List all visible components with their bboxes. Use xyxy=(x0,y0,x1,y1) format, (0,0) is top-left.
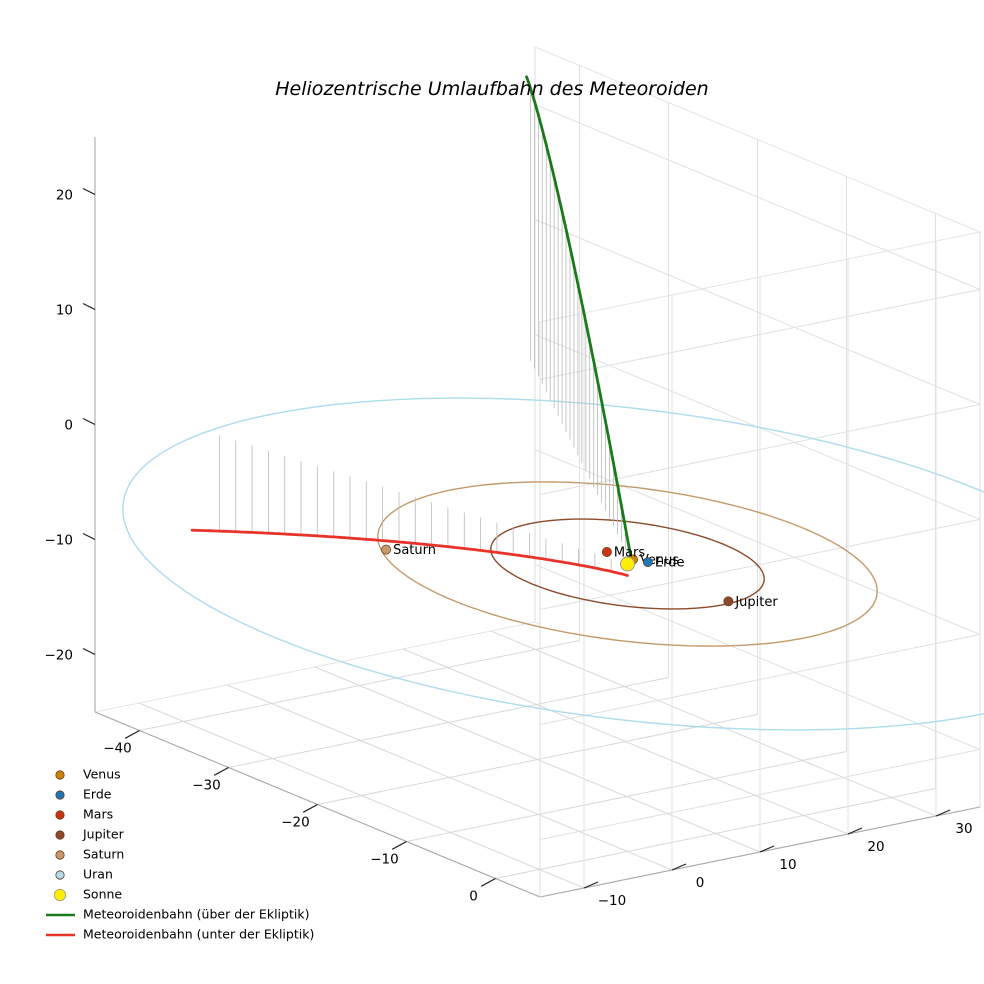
legend-label: Uran xyxy=(83,867,113,882)
tick-label-x: −30 xyxy=(192,778,221,794)
tick-label-z: 10 xyxy=(56,303,73,319)
planet-label-mars: Mars xyxy=(614,545,646,560)
grid-line xyxy=(539,519,981,610)
tick-label-y: −10 xyxy=(598,893,627,909)
legend-marker-erde xyxy=(55,790,65,800)
tick-label-x: −20 xyxy=(281,815,310,831)
legend: Venus Erde Mars Jupiter Saturn Uran Sonne Meteo… xyxy=(46,767,314,942)
planet-label-erde: Erde xyxy=(655,556,685,571)
grid-line xyxy=(490,630,937,817)
tick-label-y: 0 xyxy=(696,875,705,891)
planet-orbits xyxy=(122,397,984,731)
tick-mark-z xyxy=(82,417,96,426)
tick-label-z: 0 xyxy=(64,418,73,434)
tick-mark-x xyxy=(480,877,496,887)
trajectory-stems xyxy=(530,88,626,550)
legend-label: Meteoroidenbahn (über der Ekliptik) xyxy=(83,907,309,922)
grid-line xyxy=(539,289,981,380)
trajectory-below-ecliptic[interactable] xyxy=(190,528,629,577)
tick-mark-z xyxy=(82,647,96,656)
legend-marker-jupiter xyxy=(55,830,65,840)
tick-mark-x xyxy=(213,766,229,776)
tick-mark-z xyxy=(82,532,96,541)
legend-label: Mars xyxy=(83,807,113,822)
grid-line xyxy=(539,749,981,840)
planet-marker-jupiter[interactable] xyxy=(723,596,734,607)
tick-label-z: −10 xyxy=(45,533,74,549)
grid-line xyxy=(314,666,761,853)
legend-label: Erde xyxy=(83,787,112,802)
planet-marker-erde[interactable] xyxy=(642,557,653,568)
tick-mark-y xyxy=(935,809,951,817)
tick-mark-y xyxy=(847,827,863,835)
legend-marker-saturn xyxy=(55,850,65,860)
grid-line xyxy=(539,634,981,725)
legend-marker-sonne xyxy=(53,888,67,902)
grid-line xyxy=(226,684,673,871)
tick-label-x: −10 xyxy=(370,852,399,868)
tick-mark-x xyxy=(302,803,318,813)
grid-line xyxy=(402,648,849,835)
planet-marker-sonne[interactable] xyxy=(620,556,635,572)
tick-mark-x xyxy=(124,729,140,739)
planet-marker-mars[interactable] xyxy=(601,547,612,557)
tick-mark-y xyxy=(671,863,687,871)
tick-label-x: 0 xyxy=(469,889,478,905)
legend-label: Meteoroidenbahn (unter der Ekliptik) xyxy=(83,927,314,942)
tick-mark-y xyxy=(583,881,599,889)
tick-mark-y xyxy=(759,845,775,853)
legend-marker-uran xyxy=(55,870,65,880)
orbit-uran xyxy=(122,397,984,731)
tick-mark-z xyxy=(82,302,96,311)
trajectory-stems xyxy=(218,435,612,572)
page-title: Heliozentrische Umlaufbahn des Meteoroid… xyxy=(275,78,708,100)
axis-ticks: −40 −30 −20 −10 0 −10 0 10 20 30 20 10 0 −10 −20 xyxy=(45,188,973,910)
tick-label-y: 20 xyxy=(867,839,884,855)
tick-mark-x xyxy=(391,840,407,850)
tick-label-y: 10 xyxy=(779,857,796,873)
meteoroid-trajectories xyxy=(190,75,634,577)
tick-label-z: −20 xyxy=(45,648,74,664)
grid-line xyxy=(534,219,981,405)
tick-label-y: 30 xyxy=(955,821,972,837)
legend-label: Saturn xyxy=(83,847,124,862)
trajectory-above-ecliptic[interactable] xyxy=(525,75,634,565)
planet-marker-saturn[interactable] xyxy=(381,544,392,555)
legend-label: Venus xyxy=(83,767,121,782)
planet-label-saturn: Saturn xyxy=(393,543,436,558)
orbit-saturn xyxy=(377,481,878,647)
legend-label: Sonne xyxy=(83,887,122,902)
legend-label: Jupiter xyxy=(82,827,125,842)
orbit-jupiter xyxy=(490,518,765,610)
legend-marker-venus xyxy=(55,770,65,780)
planet-label-jupiter: Jupiter xyxy=(734,595,778,610)
tick-label-z: 20 xyxy=(56,188,73,204)
grid-lines xyxy=(138,65,981,889)
grid-line xyxy=(534,104,981,290)
tick-label-x: −40 xyxy=(103,741,132,757)
legend-marker-mars xyxy=(55,810,65,820)
grid-line xyxy=(138,702,585,889)
tick-mark-z xyxy=(82,187,96,196)
